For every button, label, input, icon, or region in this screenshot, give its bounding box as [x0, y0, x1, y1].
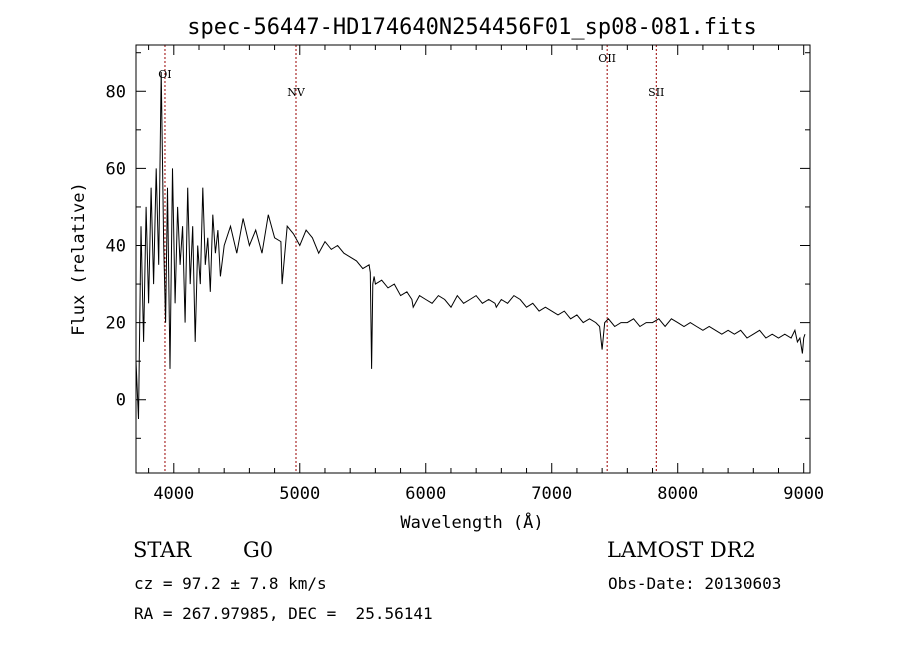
x-tick-label: 4000: [153, 484, 194, 504]
object-class: STAR: [133, 538, 192, 562]
y-tick-label: 60: [106, 159, 126, 179]
line-marker-label-oii: OII: [598, 52, 616, 65]
x-axis-label: Wavelength (Å): [400, 511, 543, 533]
y-tick-label: 40: [106, 237, 126, 257]
x-tick-label: 9000: [783, 484, 824, 504]
x-tick-label: 8000: [657, 484, 698, 504]
redshift-cz: cz = 97.2 ± 7.8 km/s: [134, 574, 327, 593]
observation-date: Obs-Date: 20130603: [608, 574, 782, 593]
y-tick-label: 20: [106, 314, 126, 334]
plot-area-frame: [135, 44, 811, 474]
spectrum-line: [135, 71, 806, 420]
chart-title: spec-56447-HD174640N254456F01_sp08-081.f…: [187, 15, 757, 40]
y-tick-label: 80: [106, 82, 126, 102]
sky-coordinates: RA = 267.97985, DEC = 25.56141: [134, 604, 433, 623]
spectral-subclass: G0: [243, 538, 274, 562]
line-marker-label-oi: OI: [158, 68, 171, 81]
y-axis-label: Flux (relative): [69, 182, 89, 336]
x-tick-label: 5000: [279, 484, 320, 504]
x-tick-label: 6000: [405, 484, 446, 504]
line-marker-label-nv: NV: [287, 86, 306, 99]
x-tick-label: 7000: [531, 484, 572, 504]
y-tick-label: 0: [116, 391, 126, 411]
survey-name: LAMOST DR2: [607, 538, 756, 562]
line-marker-label-sii: SII: [648, 86, 664, 99]
